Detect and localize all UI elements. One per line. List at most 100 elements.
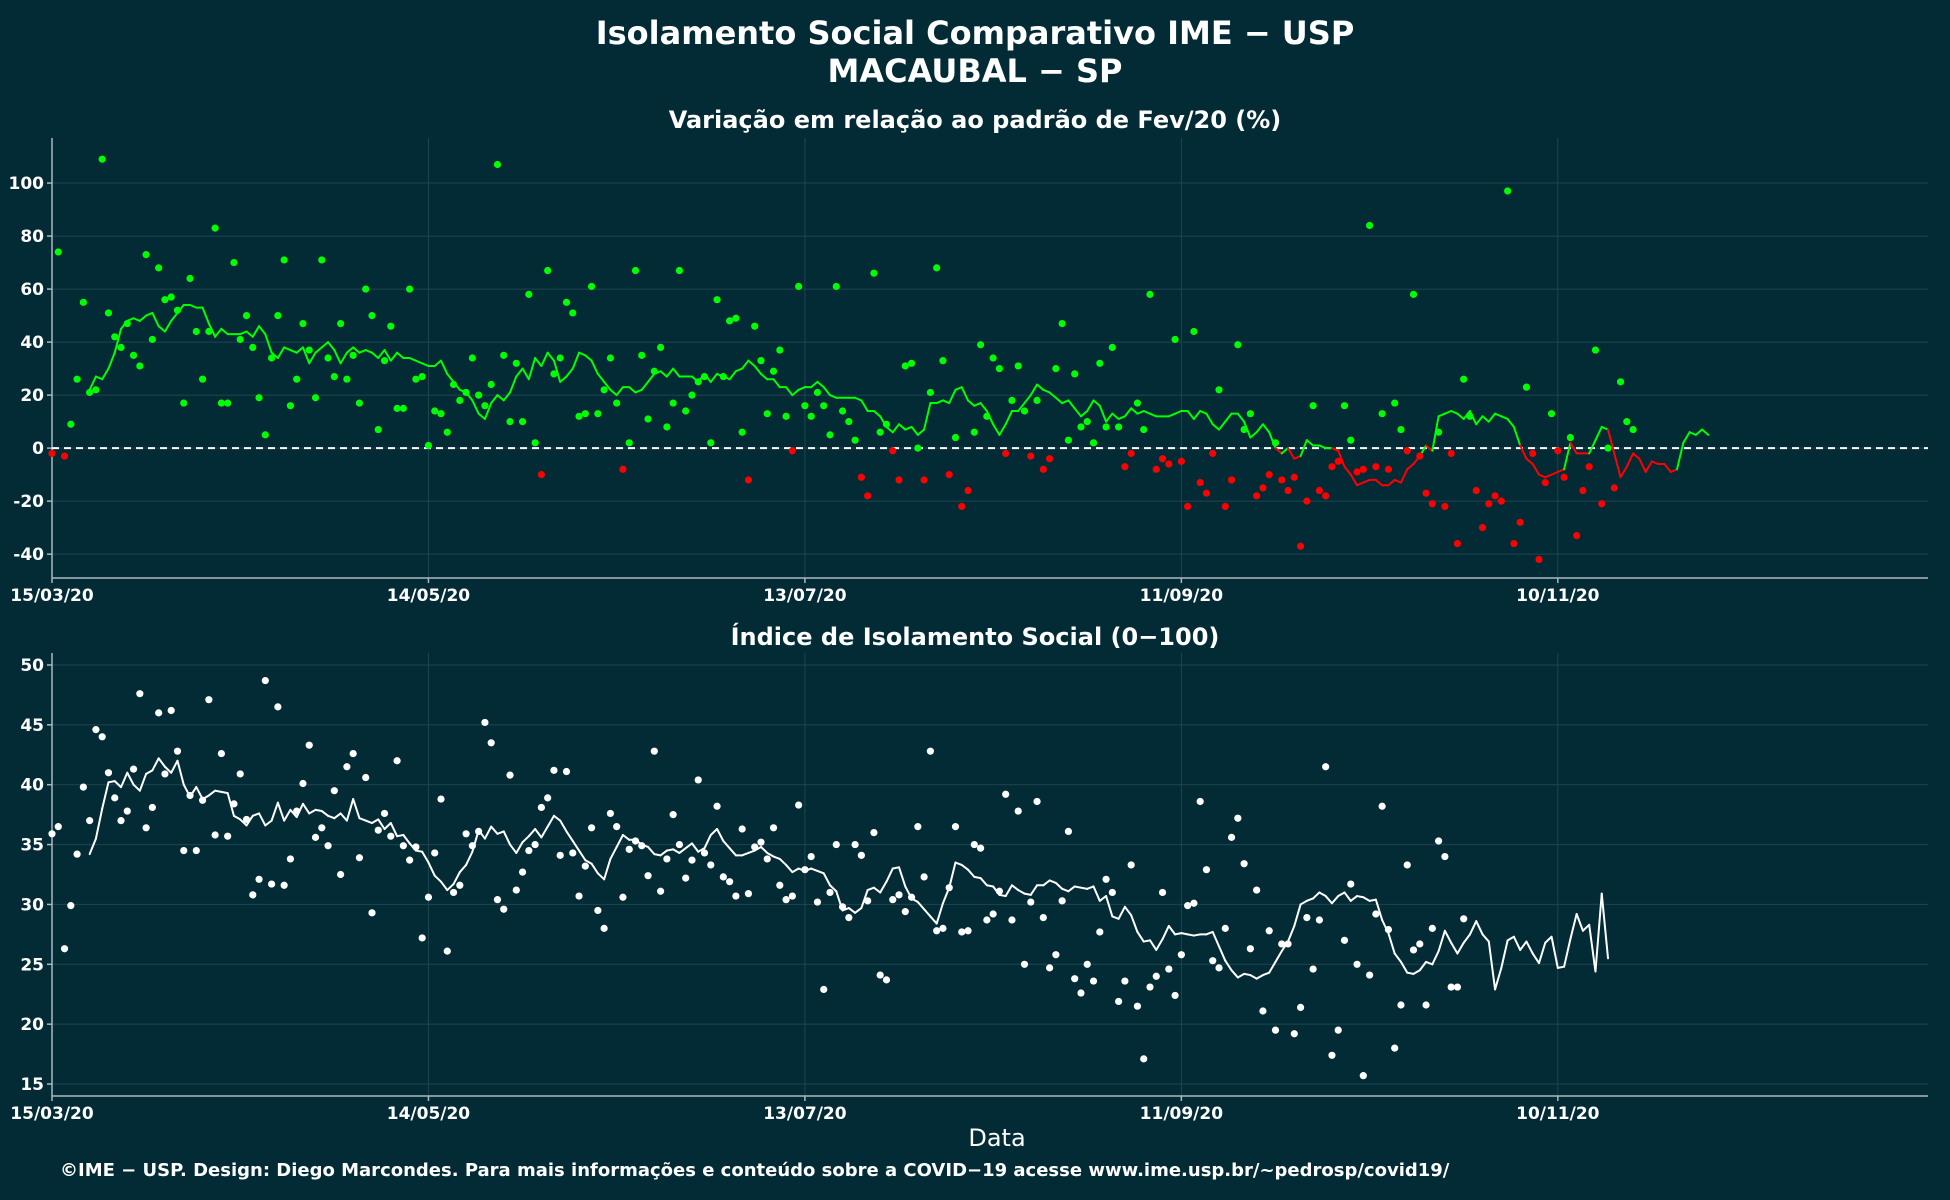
moving-average-segment bbox=[333, 812, 342, 820]
moving-average-segment bbox=[509, 375, 518, 394]
moving-average-segment bbox=[1042, 879, 1051, 887]
moving-average-segment bbox=[113, 327, 123, 354]
moving-average-segment bbox=[816, 869, 825, 875]
y-tick-label: 0 bbox=[32, 439, 44, 459]
moving-average-segment bbox=[1600, 425, 1610, 431]
data-point bbox=[92, 386, 100, 394]
moving-average-segment bbox=[747, 359, 756, 367]
moving-average-segment bbox=[741, 851, 750, 857]
data-point bbox=[1234, 341, 1242, 349]
data-point bbox=[1096, 359, 1104, 367]
moving-average-segment bbox=[107, 351, 116, 370]
data-point bbox=[349, 749, 357, 758]
data-point bbox=[1510, 539, 1518, 548]
moving-average-segment bbox=[163, 765, 173, 774]
x-tick-label: 13/07/20 bbox=[763, 586, 847, 606]
data-point bbox=[1334, 457, 1342, 465]
moving-average-segment bbox=[703, 833, 712, 850]
moving-average-segment bbox=[785, 863, 794, 874]
data-point bbox=[1560, 473, 1568, 481]
data-point bbox=[305, 741, 313, 749]
moving-average-segment bbox=[151, 757, 160, 772]
moving-average-segment bbox=[239, 818, 248, 827]
data-point bbox=[418, 372, 426, 381]
data-point bbox=[744, 890, 753, 898]
data-point bbox=[851, 840, 859, 849]
moving-average-segment bbox=[1613, 452, 1622, 479]
moving-average-segment bbox=[421, 362, 430, 367]
moving-average-segment bbox=[1079, 886, 1089, 890]
data-point bbox=[236, 335, 244, 344]
moving-average-segment bbox=[440, 359, 449, 375]
data-point bbox=[500, 351, 508, 359]
moving-average-segment bbox=[697, 847, 706, 853]
data-point bbox=[512, 359, 520, 367]
moving-average-segment bbox=[898, 423, 907, 431]
moving-average-segment bbox=[1594, 892, 1603, 973]
data-point bbox=[757, 838, 765, 846]
moving-average-segment bbox=[465, 850, 474, 866]
moving-average-segment bbox=[1092, 399, 1101, 407]
moving-average-segment bbox=[1456, 412, 1465, 420]
data-point bbox=[631, 837, 640, 845]
data-point bbox=[889, 896, 897, 904]
data-point bbox=[1171, 991, 1179, 1000]
y-tick-label: -40 bbox=[13, 545, 44, 565]
moving-average-segment bbox=[189, 303, 198, 309]
data-point bbox=[713, 296, 721, 304]
moving-average-segment bbox=[1067, 399, 1076, 410]
moving-average-segment bbox=[822, 872, 832, 887]
data-point bbox=[1221, 502, 1229, 511]
moving-average-segment bbox=[1468, 920, 1478, 936]
moving-average-segment bbox=[1048, 879, 1057, 884]
moving-average-segment bbox=[647, 845, 656, 856]
moving-average-segment bbox=[929, 915, 938, 925]
data-point bbox=[1378, 802, 1386, 810]
data-point bbox=[1246, 410, 1254, 418]
data-point bbox=[512, 886, 520, 894]
data-point bbox=[1008, 396, 1016, 405]
moving-average-segment bbox=[258, 325, 267, 336]
moving-average-segment bbox=[138, 772, 148, 792]
data-point bbox=[1102, 875, 1110, 883]
moving-average-segment bbox=[709, 372, 719, 383]
moving-average-segment bbox=[1443, 929, 1453, 944]
data-point bbox=[763, 410, 771, 418]
moving-average-segment bbox=[1556, 965, 1566, 969]
data-point bbox=[1579, 486, 1587, 495]
data-point bbox=[1416, 452, 1424, 460]
moving-average-segment bbox=[1205, 412, 1214, 426]
data-point bbox=[1202, 866, 1211, 874]
moving-average-segment bbox=[383, 349, 392, 362]
moving-average-segment bbox=[1098, 895, 1108, 902]
moving-average-segment bbox=[1023, 892, 1032, 896]
moving-average-segment bbox=[1600, 892, 1610, 960]
moving-average-segment bbox=[1236, 972, 1246, 979]
moving-average-segment bbox=[477, 412, 486, 420]
moving-average-segment bbox=[634, 388, 643, 394]
data-point bbox=[813, 388, 822, 397]
moving-average-segment bbox=[1450, 410, 1459, 415]
moving-average-segment bbox=[866, 886, 875, 892]
data-point bbox=[242, 311, 251, 320]
moving-average-segment bbox=[1054, 396, 1064, 405]
moving-average-segment bbox=[1650, 460, 1660, 466]
moving-average-segment bbox=[552, 814, 562, 822]
data-point bbox=[631, 266, 640, 275]
data-point bbox=[619, 465, 627, 473]
data-point bbox=[1221, 924, 1229, 932]
data-point bbox=[826, 431, 834, 439]
moving-average-segment bbox=[898, 866, 907, 888]
data-point bbox=[1265, 927, 1273, 935]
moving-average-segment bbox=[916, 428, 926, 436]
moving-average-segment bbox=[1155, 938, 1164, 951]
data-point bbox=[249, 343, 257, 351]
data-point bbox=[1265, 471, 1273, 479]
moving-average-segment bbox=[145, 311, 154, 317]
data-point bbox=[255, 875, 263, 883]
data-point bbox=[1535, 555, 1543, 564]
moving-average-segment bbox=[1594, 425, 1603, 442]
data-point bbox=[374, 826, 382, 834]
data-point bbox=[1077, 989, 1085, 997]
moving-average-segment bbox=[979, 402, 988, 413]
